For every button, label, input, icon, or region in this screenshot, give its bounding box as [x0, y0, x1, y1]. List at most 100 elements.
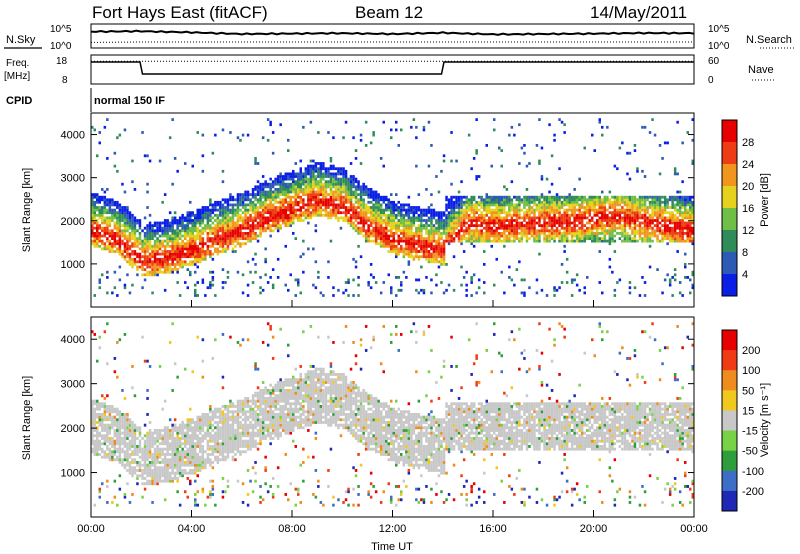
velocity-cell	[133, 434, 137, 438]
power-cell	[601, 208, 604, 212]
power-cell	[329, 198, 333, 202]
power-cell	[219, 200, 222, 204]
power-cell	[684, 206, 687, 209]
power-cell	[189, 211, 192, 215]
power-cell	[628, 211, 632, 215]
power-cell	[631, 198, 634, 202]
power-cell	[113, 224, 117, 227]
power-cell	[146, 226, 149, 230]
power-cell	[455, 211, 458, 215]
power-cell	[367, 232, 370, 235]
power-cell	[623, 219, 627, 222]
power-cell	[435, 247, 438, 251]
velocity-cell	[103, 405, 107, 408]
velocity-cell	[113, 479, 117, 483]
power-cell	[500, 234, 503, 238]
power-cell	[241, 226, 245, 230]
power-cell	[299, 198, 302, 202]
power-cell	[289, 200, 292, 204]
power-cell	[181, 234, 184, 238]
power-cell	[133, 252, 137, 256]
power-cell	[668, 226, 672, 230]
power-cell	[588, 221, 591, 225]
power-cell	[603, 200, 607, 204]
power-cell	[518, 213, 521, 217]
power-cell	[515, 216, 519, 220]
power-cell	[309, 206, 313, 209]
power-cell	[176, 247, 179, 251]
power-cell	[676, 221, 679, 225]
power-cell	[93, 213, 96, 217]
power-cell	[420, 208, 423, 212]
power-cell	[407, 206, 411, 209]
power-cell	[191, 244, 194, 248]
power-cell	[329, 175, 333, 178]
power-cell	[151, 260, 154, 264]
power-cell	[440, 219, 443, 222]
power-cell	[364, 208, 368, 212]
power-cell	[410, 208, 413, 212]
power-cell	[626, 239, 629, 243]
power-cell	[638, 203, 642, 207]
power-cell	[347, 278, 350, 282]
power-cell	[317, 208, 320, 212]
velocity-cell	[103, 434, 107, 438]
power-cell	[289, 211, 292, 215]
power-cell	[304, 182, 308, 186]
power-cell	[472, 273, 476, 277]
velocity-cell	[91, 437, 94, 440]
power-cell	[271, 216, 275, 220]
power-cell	[216, 239, 220, 243]
power-cell	[259, 221, 262, 225]
power-cell	[503, 206, 506, 209]
power-cell	[369, 200, 373, 204]
power-cell	[161, 265, 164, 269]
power-cell	[287, 149, 290, 152]
power-cell	[229, 239, 232, 243]
power-cell	[148, 213, 152, 217]
power-cell	[241, 206, 245, 209]
power-cell	[156, 270, 159, 274]
power-cell	[540, 224, 544, 227]
power-cell	[392, 244, 395, 248]
power-cell	[450, 195, 453, 199]
power-cell	[565, 270, 569, 274]
power-cell	[673, 167, 677, 171]
power-cell	[229, 131, 232, 134]
power-cell	[168, 250, 172, 253]
power-cell	[412, 234, 416, 238]
velocity-cell	[106, 407, 109, 411]
power-cell	[498, 226, 501, 230]
velocity-cell	[96, 402, 99, 406]
power-cell	[457, 206, 461, 209]
velocity-cell	[123, 493, 127, 496]
power-cell	[93, 206, 96, 209]
power-cell	[374, 234, 378, 238]
power-cell	[106, 270, 109, 274]
power-cell	[550, 200, 554, 204]
power-cell	[211, 232, 215, 235]
power-cell	[294, 208, 297, 212]
power-cell	[103, 190, 107, 194]
power-cell	[603, 203, 607, 207]
power-cell	[211, 239, 215, 243]
power-cell	[332, 136, 335, 140]
power-cell	[276, 180, 280, 184]
power-cell	[191, 252, 194, 256]
power-cell	[618, 221, 622, 225]
power-cell	[249, 206, 252, 209]
power-cell	[194, 239, 197, 243]
power-cell	[540, 216, 544, 220]
power-cell	[274, 224, 277, 227]
power-cell	[395, 208, 398, 212]
power-cell	[663, 237, 667, 240]
power-cell	[246, 203, 250, 207]
power-cell	[493, 221, 496, 225]
power-cell	[422, 252, 426, 256]
power-cell	[178, 294, 182, 297]
power-cell	[332, 206, 335, 209]
power-cell	[123, 237, 127, 240]
power-cell	[691, 203, 694, 207]
velocity-cell	[93, 445, 96, 448]
power-cell	[415, 211, 418, 215]
